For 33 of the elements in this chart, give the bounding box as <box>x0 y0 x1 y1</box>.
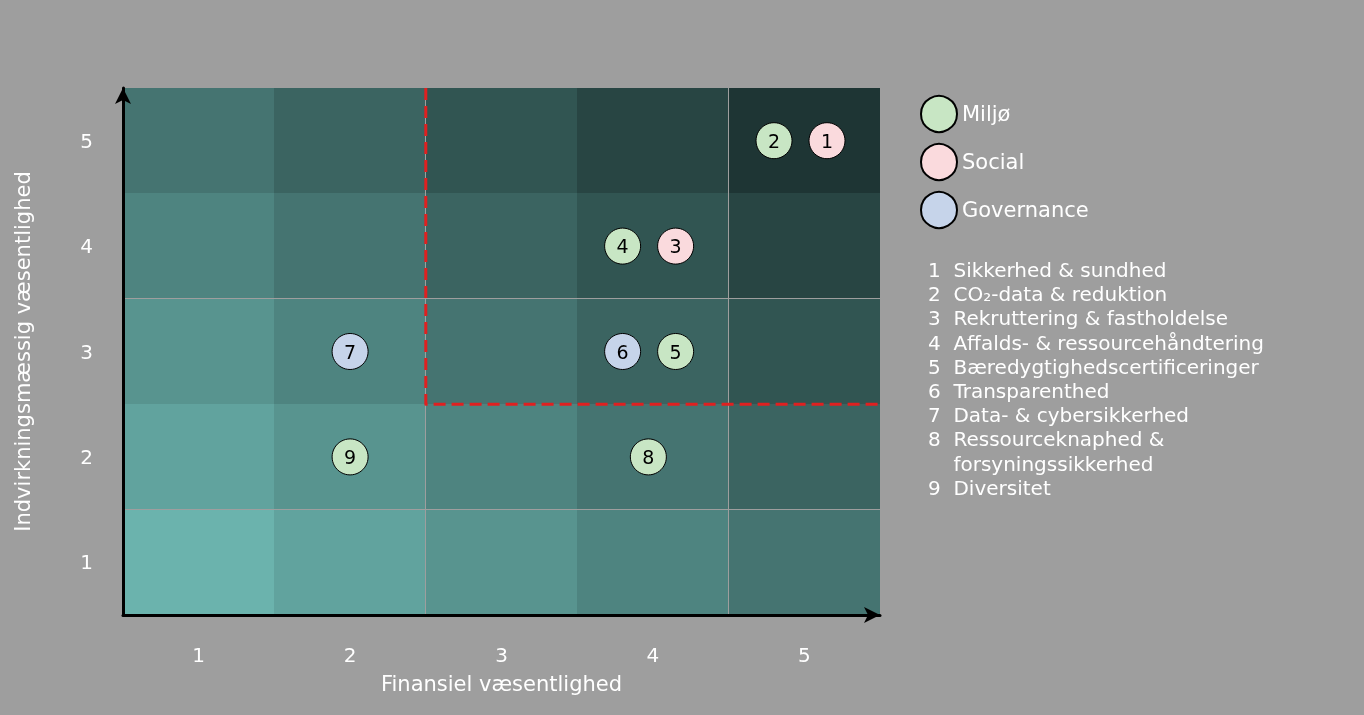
y-tick-label: 1 <box>80 550 93 575</box>
annotation: 4 <box>616 235 629 258</box>
x-tick-label: 4 <box>646 643 660 667</box>
text: 8 Ressourceknaphed & forsyningssikkerhed <box>928 427 1165 476</box>
text: 4 Affalds- & ressourcehåndtering <box>928 330 1264 355</box>
annotation: 7 <box>344 340 357 363</box>
annotation: 3 <box>669 235 682 258</box>
y-tick-label: 3 <box>80 339 93 364</box>
annotation: 2 <box>767 129 781 152</box>
annotation: 9 <box>344 445 357 468</box>
text: 9 Diversitet <box>928 475 1051 500</box>
y-tick-label: 2 <box>80 444 93 469</box>
annotation: 6 <box>616 340 629 363</box>
x-tick-label: 1 <box>192 643 206 667</box>
x-tick-label: 2 <box>343 643 357 667</box>
annotation: 8 <box>642 445 655 468</box>
legend-label: Miljø <box>962 102 1011 126</box>
x-tick-label: 5 <box>797 643 811 667</box>
x-axis-title: Finansiel væsentlighed <box>380 671 623 696</box>
text: 7 Data- & cybersikkerhed <box>928 403 1190 428</box>
text: 5 Bæredygtighedscertificeringer <box>928 354 1260 379</box>
text: 2 CO₂-data & reduktion <box>928 282 1168 307</box>
annotation: 5 <box>669 340 682 363</box>
y-tick-label: 4 <box>80 234 93 259</box>
text: 3 Rekruttering & fastholdelse <box>928 306 1228 331</box>
legend-label: Social <box>962 150 1025 174</box>
text: 6 Transparenthed <box>928 379 1110 404</box>
legend-label: Governance <box>962 198 1089 222</box>
y-tick-label: 5 <box>80 128 93 153</box>
text: 1 Sikkerhed & sundhed <box>928 258 1167 283</box>
annotation: 1 <box>820 129 834 152</box>
y-axis-title: Indvirkningsmæssig væsentlighed <box>10 171 35 532</box>
x-tick-label: 3 <box>495 643 508 667</box>
